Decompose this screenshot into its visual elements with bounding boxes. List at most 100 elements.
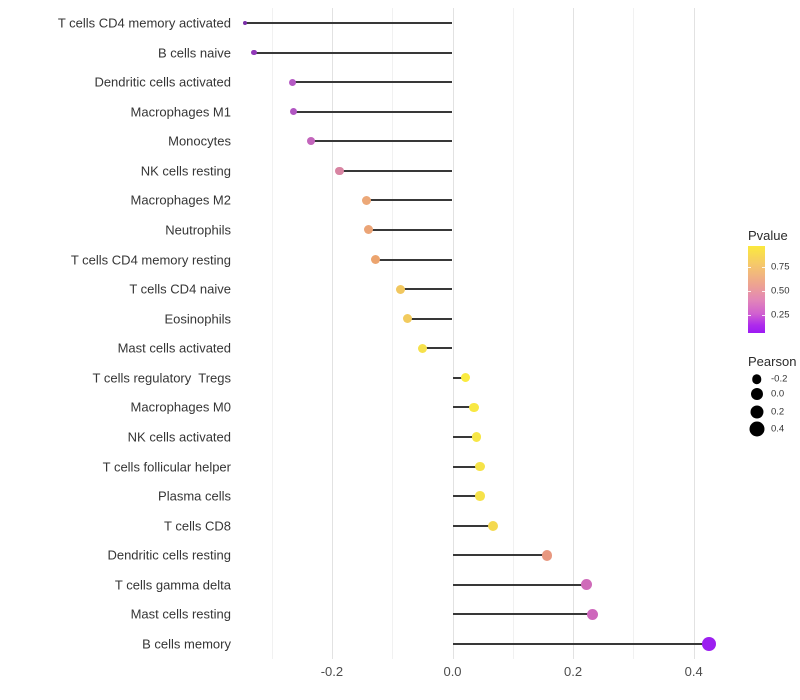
data-point (471, 432, 482, 442)
data-point (701, 636, 717, 652)
lollipop-segment (452, 406, 475, 409)
minor-gridline (512, 8, 514, 659)
category-label: T cells CD4 memory resting (70, 252, 231, 268)
pvalue-legend-title: Pvalue (748, 228, 788, 243)
data-point (251, 49, 257, 56)
lollipop-segment (368, 228, 453, 231)
category-label: Dendritic cells activated (94, 74, 231, 90)
category-label: T cells CD8 (164, 518, 231, 534)
major-gridline (452, 8, 454, 659)
data-point (475, 461, 485, 472)
category-label: Monocytes (168, 133, 231, 149)
size-legend-label: -0.2 (771, 373, 788, 385)
size-legend-dot (750, 405, 763, 418)
lollipop-segment (452, 554, 548, 557)
data-point (361, 195, 371, 205)
data-point (475, 491, 485, 501)
major-gridline (573, 8, 575, 659)
category-label: B cells naive (158, 45, 231, 61)
pearson-legend-title: Pearson (748, 354, 797, 369)
lollipop-segment (422, 347, 453, 350)
x-tick-label: 0.4 (684, 664, 703, 679)
lollipop-segment (292, 81, 453, 84)
minor-gridline (392, 8, 394, 659)
major-gridline (693, 8, 695, 659)
data-point (418, 343, 428, 353)
size-legend-label: 0.2 (771, 406, 785, 417)
data-point (469, 402, 479, 413)
minor-gridline (271, 8, 273, 659)
lollipop-segment (339, 169, 453, 172)
lollipop-segment (245, 22, 453, 24)
data-point (289, 107, 298, 116)
category-label: T cells regulatory Tregs (92, 370, 231, 386)
category-label: T cells follicular helper (102, 459, 231, 475)
data-point (402, 314, 412, 324)
data-point (363, 225, 373, 235)
pvalue-tick-label: 0.75 (771, 261, 790, 273)
pvalue-tick-label: 0.25 (771, 309, 790, 321)
size-legend-label: 0.4 (771, 423, 785, 435)
lollipop-segment (375, 258, 453, 261)
size-legend-dot (751, 374, 762, 384)
data-point (487, 520, 498, 531)
category-label: T cells gamma delta (114, 577, 231, 593)
category-label: T cells CD4 memory activated (57, 15, 231, 31)
size-legend-dot (749, 421, 764, 437)
lollipop-segment (452, 613, 593, 616)
colorbar-tick-mark (762, 315, 765, 316)
data-point (541, 550, 553, 561)
x-tick-label: -0.2 (320, 664, 344, 679)
category-label: NK cells activated (127, 429, 231, 445)
lollipop-segment (452, 583, 587, 586)
category-label: NK cells resting (140, 163, 231, 179)
lollipop-segment (293, 110, 453, 113)
lollipop-segment (366, 199, 453, 202)
colorbar-tick-mark (762, 290, 765, 292)
category-label: Mast cells activated (117, 340, 231, 356)
lollipop-segment (452, 465, 481, 468)
category-label: Neutrophils (165, 222, 231, 238)
minor-gridline (633, 8, 635, 659)
data-point (580, 579, 592, 591)
data-point (335, 166, 344, 176)
category-label: Macrophages M2 (130, 192, 231, 208)
data-point (242, 20, 248, 26)
category-label: Macrophages M0 (130, 399, 231, 415)
colorbar-tick-mark (748, 266, 751, 268)
pvalue-colorbar (748, 246, 765, 333)
data-point (371, 255, 381, 265)
category-label: T cells CD4 naive (129, 281, 231, 297)
lollipop-segment (452, 495, 481, 498)
x-tick-label: 0.0 (443, 664, 462, 679)
lollipop-segment (254, 51, 453, 54)
lollipop-segment (452, 435, 477, 438)
data-point (306, 137, 315, 146)
major-gridline (331, 8, 334, 659)
data-point (586, 608, 599, 621)
lollipop-segment (452, 524, 493, 527)
lollipop-segment (452, 376, 466, 379)
lollipop-segment (310, 140, 453, 143)
pvalue-tick-label: 0.50 (771, 285, 790, 297)
colorbar-tick-mark (748, 290, 751, 292)
data-point (461, 373, 471, 383)
colorbar-tick-mark (748, 315, 751, 316)
lollipop-segment (400, 288, 453, 291)
lollipop-segment (407, 317, 453, 320)
data-point (395, 284, 405, 294)
data-point (288, 78, 296, 86)
category-label: Plasma cells (158, 488, 231, 504)
size-legend-dot (750, 388, 763, 400)
size-legend-label: 0.0 (771, 388, 785, 400)
lollipop-segment (452, 642, 709, 645)
category-label: Dendritic cells resting (107, 547, 231, 563)
category-label: Eosinophils (164, 311, 232, 327)
category-label: B cells memory (142, 636, 231, 652)
category-label: Macrophages M1 (130, 104, 231, 120)
x-tick-label: 0.2 (564, 664, 583, 679)
colorbar-tick-mark (762, 266, 765, 268)
category-label: Mast cells resting (130, 606, 231, 622)
